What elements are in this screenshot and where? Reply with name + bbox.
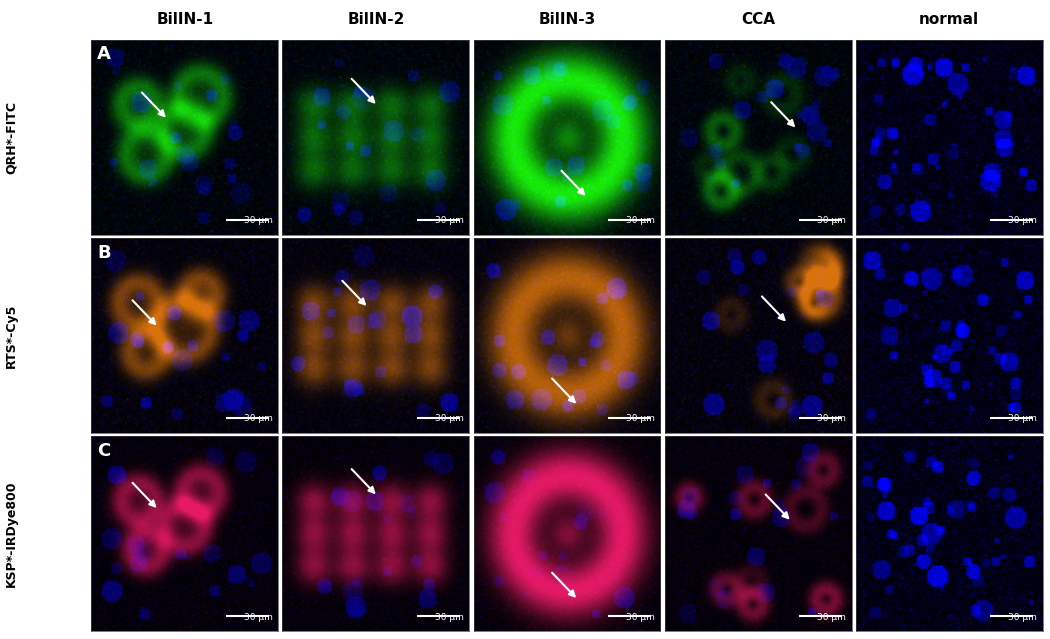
Text: 30 μm: 30 μm <box>1008 217 1037 226</box>
Text: 30 μm: 30 μm <box>244 613 273 622</box>
Text: 30 μm: 30 μm <box>435 217 464 226</box>
Text: 30 μm: 30 μm <box>1008 613 1037 622</box>
Text: RTS*-Cy5: RTS*-Cy5 <box>5 304 18 367</box>
Text: 30 μm: 30 μm <box>817 415 846 424</box>
Text: 30 μm: 30 μm <box>817 613 846 622</box>
Text: KSP*-IRDye800: KSP*-IRDye800 <box>5 481 18 587</box>
Text: 30 μm: 30 μm <box>435 613 464 622</box>
Text: QRH*-FITC: QRH*-FITC <box>5 101 18 174</box>
Text: 30 μm: 30 μm <box>626 217 655 226</box>
Text: CCA: CCA <box>741 12 775 27</box>
Text: 30 μm: 30 μm <box>244 217 273 226</box>
Text: 30 μm: 30 μm <box>244 415 273 424</box>
Text: BilIN-2: BilIN-2 <box>348 12 404 27</box>
Text: BilIN-3: BilIN-3 <box>539 12 595 27</box>
Text: B: B <box>97 243 110 261</box>
Text: 30 μm: 30 μm <box>435 415 464 424</box>
Text: 30 μm: 30 μm <box>626 415 655 424</box>
Text: 30 μm: 30 μm <box>1008 415 1037 424</box>
Text: BilIN-1: BilIN-1 <box>156 12 213 27</box>
Text: 30 μm: 30 μm <box>626 613 655 622</box>
Text: normal: normal <box>919 12 980 27</box>
Text: A: A <box>97 45 111 63</box>
Text: 30 μm: 30 μm <box>817 217 846 226</box>
Text: C: C <box>97 442 110 459</box>
